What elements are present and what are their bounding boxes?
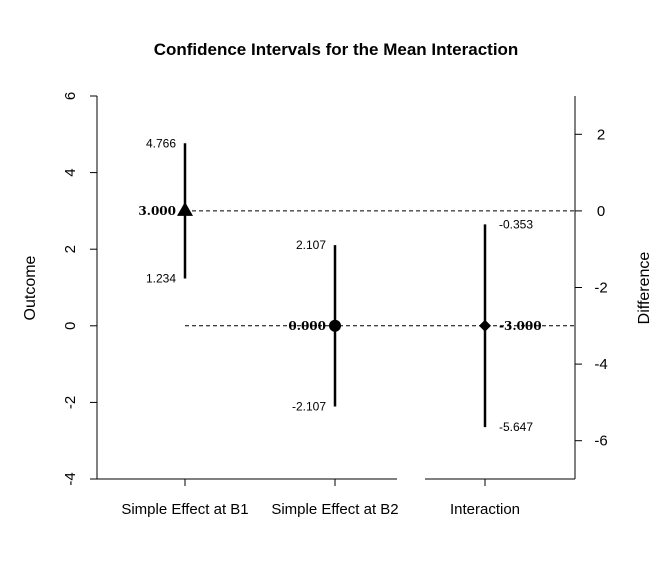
estimate-diamond-marker [479,319,491,332]
estimate-circle-marker [329,319,341,332]
left-axis-label: Outcome [22,255,39,320]
left-axis-tick-label: 4 [62,168,79,176]
left-axis-tick-label: -4 [62,472,79,485]
left-axis-tick-label: -2 [62,396,79,409]
left-axis-tick-label: 2 [62,245,79,253]
right-axis-tick-label: -6 [594,433,607,450]
right-axis-tick-label: -2 [594,280,607,297]
estimate-label: 3.000 [138,204,176,218]
lower-bound-label: -2.107 [292,399,326,413]
lower-bound-label: -5.647 [499,420,533,434]
estimate-label: 0.000 [288,319,326,333]
left-axis-tick-label: 0 [62,322,79,330]
lower-bound-label: 1.234 [146,272,176,286]
estimate-triangle-marker [177,201,193,216]
category-label: Simple Effect at B1 [121,501,248,518]
chart-marks: -4 -2 0 2 4 6 -6 -4 -2 0 2 Simple Effect at B1 Simpl… [62,92,608,518]
right-axis-tick-label: 2 [597,126,605,143]
upper-bound-label: 4.766 [146,136,176,150]
estimate-label: -3.000 [499,319,542,333]
category-label: Interaction [450,501,520,518]
category-label: Simple Effect at B2 [271,501,398,518]
left-axis-tick-label: 6 [62,92,79,100]
upper-bound-label: -0.353 [499,217,533,231]
right-axis-tick-label: -4 [594,356,607,373]
chart-title: Confidence Intervals for the Mean Intera… [154,40,519,59]
right-axis-tick-label: 0 [597,203,605,220]
upper-bound-label: 2.107 [296,238,326,252]
right-axis-label: Difference [636,252,653,325]
